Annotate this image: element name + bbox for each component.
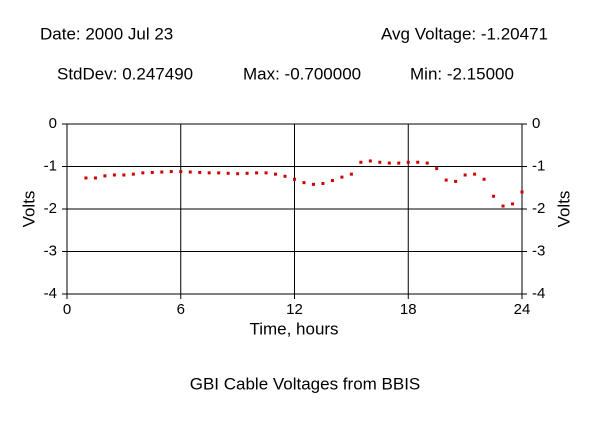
data-point: [444, 178, 448, 182]
x-axis-label: Time, hours: [249, 319, 338, 338]
data-point: [207, 171, 211, 175]
data-point: [150, 170, 154, 174]
x-tick-label: 0: [63, 301, 71, 318]
header-avg: Avg Voltage: -1.20471: [381, 24, 548, 43]
data-point: [311, 182, 315, 186]
data-point: [264, 171, 268, 175]
y-tick-label: -4: [44, 285, 57, 302]
y-tick-label-right: -3: [532, 242, 545, 259]
data-point: [425, 161, 429, 165]
x-tick-label: 24: [514, 301, 531, 318]
data-point: [226, 171, 230, 175]
y-tick-label-right: 0: [532, 115, 540, 132]
y-axis-label-right: Volts: [554, 191, 573, 228]
data-point: [293, 177, 296, 181]
data-point: [217, 171, 221, 175]
data-point: [482, 177, 486, 181]
data-point: [245, 171, 249, 175]
y-tick-label: -2: [44, 200, 57, 217]
data-point: [103, 174, 107, 178]
data-point: [160, 170, 164, 174]
data-point: [283, 174, 287, 178]
data-point: [188, 170, 192, 174]
data-point: [454, 179, 458, 183]
data-point: [122, 173, 126, 177]
y-tick-label: -1: [44, 157, 57, 174]
data-point: [511, 202, 515, 206]
data-point: [473, 172, 477, 176]
data-point: [198, 170, 202, 174]
header-max: Max: -0.700000: [243, 64, 361, 83]
header-min: Min: -2.15000: [410, 64, 514, 83]
data-point: [520, 190, 524, 194]
y-axis-label: Volts: [19, 191, 38, 228]
data-point: [255, 171, 259, 175]
x-tick-label: 6: [177, 301, 185, 318]
header-date: Date: 2000 Jul 23: [40, 24, 173, 43]
y-tick-label-right: -2: [532, 200, 545, 217]
data-point: [169, 170, 173, 174]
y-tick-label-right: -1: [532, 157, 545, 174]
data-point: [330, 179, 334, 183]
data-point: [274, 172, 278, 176]
data-point: [84, 176, 88, 180]
data-point: [406, 160, 410, 164]
data-point: [321, 182, 325, 185]
data-point: [112, 173, 116, 177]
data-point: [141, 171, 145, 175]
data-point: [416, 160, 420, 164]
data-point: [501, 204, 505, 208]
x-tick-label: 12: [286, 301, 303, 318]
data-point: [378, 160, 382, 164]
data-point: [93, 176, 97, 180]
data-point: [131, 172, 135, 176]
chart-title: GBI Cable Voltages from BBIS: [190, 374, 421, 393]
y-tick-label-right: -4: [532, 285, 545, 302]
data-point: [492, 194, 496, 198]
x-tick-label: 18: [400, 301, 417, 318]
y-tick-label: -3: [44, 242, 57, 259]
header-stddev: StdDev: 0.247490: [57, 64, 193, 83]
data-point: [179, 170, 183, 174]
y-tick-label: 0: [49, 115, 57, 132]
data-point: [340, 175, 344, 179]
data-point: [236, 172, 240, 176]
data-point: [397, 161, 401, 165]
data-point: [387, 161, 391, 165]
data-point: [349, 172, 353, 176]
data-point: [435, 167, 439, 171]
data-point: [302, 181, 306, 185]
data-point: [368, 159, 372, 163]
data-point: [463, 173, 467, 177]
data-point: [359, 160, 363, 164]
